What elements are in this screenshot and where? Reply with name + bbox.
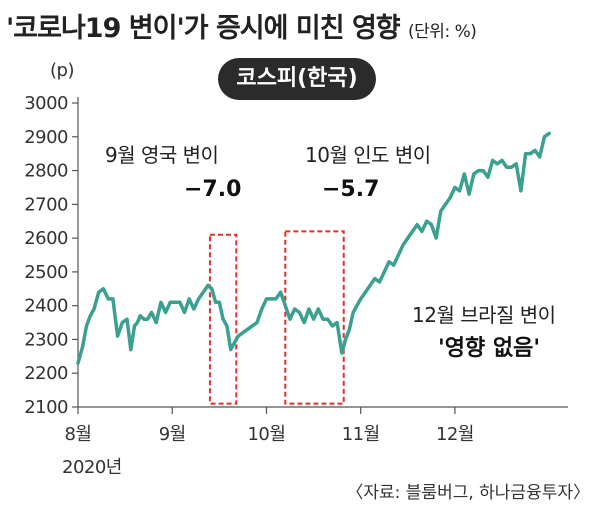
- highlight-box: [284, 230, 345, 405]
- x-tick-label: 9월: [159, 424, 186, 445]
- y-tick-label: 2500: [24, 262, 68, 283]
- highlight-ranges: [208, 230, 345, 405]
- x-tick-label: 10월: [247, 424, 285, 445]
- y-tick-label: 2900: [24, 127, 68, 148]
- chart-title: '코로나19 변이'가 증시에 미친 영향 (단위: %): [6, 13, 477, 44]
- annotation-brazil-title: 12월 브라질 변이: [412, 303, 556, 327]
- annotation-uk-value: −7.0: [184, 177, 241, 202]
- unit-label: (단위: %): [408, 22, 477, 42]
- series-label-badge: 코스피(한국): [218, 58, 376, 100]
- series-kospi: [76, 131, 551, 365]
- series-line: [76, 131, 551, 365]
- y-tick-label: 3000: [24, 93, 68, 114]
- y-tick-label: 2300: [24, 329, 68, 350]
- x-tick-label: 8월: [64, 424, 91, 445]
- y-unit-label: (p): [50, 60, 74, 81]
- y-tick-label: 2600: [24, 228, 68, 249]
- x-year-label: 2020년: [62, 457, 122, 478]
- source-note: 〈자료: 블룸버그, 하나금융투자〉: [346, 483, 590, 503]
- x-tick-label: 11월: [342, 424, 380, 445]
- y-tick-label: 2200: [24, 363, 68, 384]
- annotation-uk-title: 9월 영국 변이: [105, 143, 218, 167]
- annotation-india-value: −5.7: [322, 177, 379, 202]
- annotation-brazil-value: '영향 없음': [438, 336, 540, 361]
- y-tick-label: 2700: [24, 194, 68, 215]
- y-tick-label: 2800: [24, 161, 68, 182]
- annotation-india-title: 10월 인도 변이: [305, 143, 431, 167]
- y-tick-label: 2100: [24, 397, 68, 418]
- highlight-box: [208, 233, 238, 405]
- x-tick-label: 12월: [436, 424, 474, 445]
- y-tick-label: 2400: [24, 296, 68, 317]
- x-axis: 8월 9월 10월 11월 12월: [64, 406, 568, 445]
- y-axis: 2100 2200 2300 2400 2500 2600 2700 2800 2900 3000: [24, 93, 79, 418]
